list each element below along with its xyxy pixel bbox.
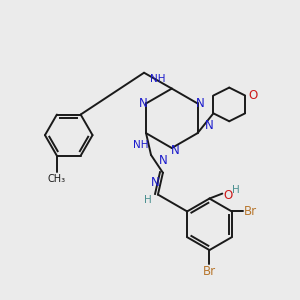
Text: Br: Br — [244, 205, 257, 218]
Text: N: N — [170, 145, 179, 158]
Text: O: O — [224, 189, 233, 202]
Text: N: N — [205, 119, 214, 132]
Text: H: H — [144, 194, 152, 205]
Text: N: N — [139, 97, 148, 110]
Text: NH: NH — [150, 74, 166, 84]
Text: N: N — [158, 154, 167, 167]
Text: CH₃: CH₃ — [48, 173, 66, 184]
Text: NH: NH — [134, 140, 149, 150]
Text: N: N — [151, 176, 159, 189]
Text: O: O — [248, 89, 258, 102]
Text: Br: Br — [203, 266, 216, 278]
Text: N: N — [196, 97, 205, 110]
Text: H: H — [232, 184, 240, 195]
